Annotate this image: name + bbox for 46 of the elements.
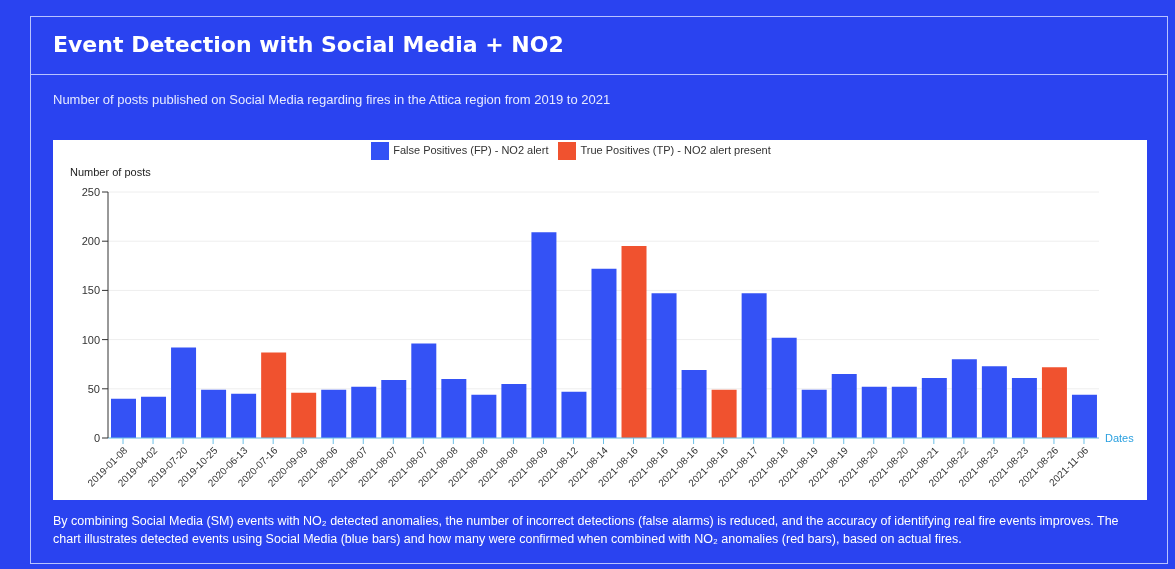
bar [801,389,827,438]
y-tick-label: 200 [81,235,100,248]
bar [261,352,287,438]
bar [381,379,407,438]
bar [411,343,437,438]
bar [741,293,767,438]
bar [891,386,917,438]
bar [231,393,257,438]
bar [531,232,557,438]
bar [351,386,377,438]
bar [621,246,647,438]
y-tick-label: 150 [81,284,100,297]
bar [111,398,136,438]
y-tick-label: 100 [81,333,100,346]
bar [561,391,587,438]
bar [171,347,197,438]
bar [711,389,737,438]
legend-label: False Positives (FP) - NO2 alert [393,143,549,156]
bar [441,378,467,438]
y-axis-title: Number of posts [70,166,151,178]
bar [771,337,797,438]
bar [861,386,887,438]
bar [591,268,617,438]
bar [1011,377,1037,438]
text: By combining Social Media (SM) events with NO₂ detected anomalies, the number of incorrect detections (false alarms) is reduced, and the accuracy of identifying real fire events improves. The chart illustrates detected events using Social Media (blue bars) and how many were confirmed when combined with NO₂ anomalies (red bars), based on actual fires. [53,513,1120,548]
bar [1041,367,1067,438]
bar [681,370,707,438]
bar [141,396,167,438]
bar [921,377,947,438]
bar [831,374,857,438]
chart-title: Event Detection with Social Media + NO2 [53,32,564,57]
bar [201,389,227,438]
bar [321,389,347,438]
bar [981,366,1007,438]
bar [1071,394,1097,438]
chart-subtitle: Number of posts published on Social Media regarding fires in the Attica region from 2019 to 2021 [53,92,611,107]
bar [291,392,317,438]
legend-label: True Positives (TP) - NO2 alert present [580,143,771,156]
bar [651,293,677,438]
bar [501,383,527,438]
bar [471,394,497,438]
y-tick-label: 250 [81,185,100,198]
y-tick-label: 50 [87,382,100,395]
y-tick-label: 0 [93,431,100,444]
bar [951,359,977,438]
x-axis-title: Dates [1105,431,1135,444]
